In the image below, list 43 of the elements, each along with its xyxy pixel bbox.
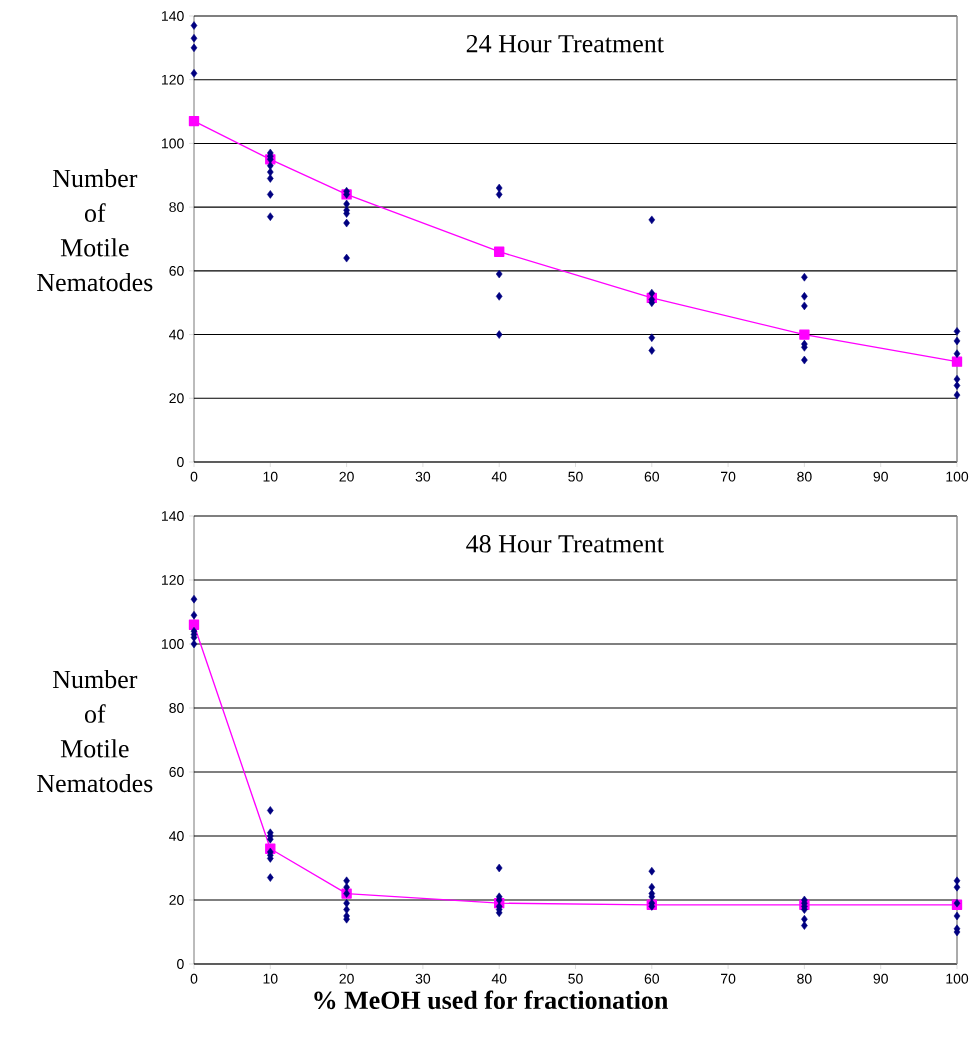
y-tick-label: 60	[169, 767, 184, 777]
x-tick-label: 40	[491, 973, 507, 984]
y-tick-label: 80	[169, 202, 184, 213]
y-tick-label: 0	[177, 959, 184, 969]
text: 48 Hour Treatment	[466, 535, 664, 553]
y-tick-label: 80	[169, 703, 184, 713]
y-tick-label: 60	[169, 265, 184, 276]
x-tick-label: 100	[946, 973, 969, 984]
x-tick-label: 70	[721, 471, 736, 482]
x-tick-label: 90	[873, 973, 888, 984]
x-tick-label: 70	[721, 973, 736, 984]
x-tick-label: 0	[190, 471, 198, 482]
x-tick-label: 90	[873, 471, 888, 482]
x-tick-label: 60	[644, 973, 660, 984]
text: 24 Hour Treatment	[466, 34, 664, 53]
y-tick-label: 0	[177, 457, 184, 467]
y-axis-title: Number of Motile Nematodes	[37, 168, 153, 292]
y-tick-label: 100	[162, 639, 184, 649]
x-tick-label: 100	[946, 471, 969, 482]
x-tick-label: 50	[568, 973, 583, 984]
x-axis-title: % MeOH used for fractionation	[314, 990, 668, 1010]
x-tick-label: 0	[190, 973, 198, 984]
y-tick-label: 100	[162, 138, 184, 149]
x-tick-label: 80	[797, 471, 812, 482]
x-tick-label: 10	[263, 973, 278, 984]
x-tick-label: 30	[415, 973, 431, 984]
x-tick-label: 30	[415, 471, 431, 482]
y-tick-label: 20	[169, 895, 184, 905]
x-tick-label: 80	[797, 973, 812, 984]
x-tick-label: 20	[339, 471, 354, 482]
y-tick-label: 140	[162, 511, 184, 521]
y-tick-label: 120	[162, 575, 184, 585]
y-tick-label: 20	[169, 393, 184, 404]
y-tick-label: 40	[169, 329, 184, 340]
y-tick-label: 120	[162, 74, 184, 85]
x-tick-label: 60	[644, 471, 660, 482]
x-tick-label: 20	[339, 973, 354, 984]
y-axis-title: Number of Motile Nematodes	[37, 669, 153, 793]
y-tick-label: 140	[162, 11, 184, 21]
x-tick-label: 10	[263, 471, 278, 482]
y-tick-label: 40	[169, 831, 184, 841]
x-tick-label: 50	[568, 471, 583, 482]
x-tick-label: 40	[491, 471, 507, 482]
